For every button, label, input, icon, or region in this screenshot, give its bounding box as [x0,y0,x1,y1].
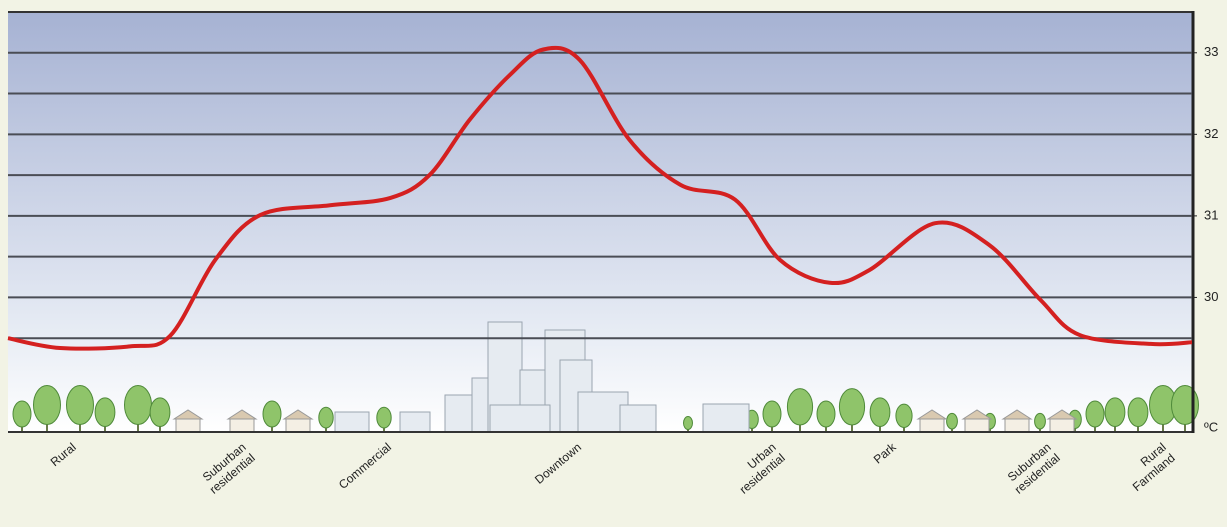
roof [916,409,948,420]
house [1004,417,1030,433]
house [919,417,945,433]
tree [149,397,171,428]
plot-area [8,12,1192,432]
house [229,417,255,433]
tree [762,400,782,428]
building [619,404,657,433]
tree [895,403,913,428]
roof [1001,409,1033,420]
roof [961,409,993,420]
roof [226,409,258,420]
tree [12,400,32,428]
tree [318,406,334,429]
roof [282,409,314,420]
y-tick-label: 32 [1204,126,1218,141]
tree [262,400,282,428]
tree [786,388,814,426]
house [964,417,990,433]
tree [124,385,152,425]
tree [1085,400,1105,428]
y-axis-label: ºC [1204,419,1218,434]
roof [172,409,204,420]
landscape [12,321,1199,433]
y-tick-label: 33 [1204,44,1218,59]
building [334,411,370,433]
building [444,394,476,433]
tree [94,397,116,428]
y-tick-label: 30 [1204,289,1218,304]
building [399,411,431,433]
tree [66,385,94,425]
building [702,403,750,433]
tree [376,406,392,429]
tree [1034,412,1046,430]
building [489,404,551,433]
tree [33,385,61,425]
tree [1127,397,1149,428]
tree [683,416,693,430]
house [1049,417,1075,433]
house [175,417,201,433]
tree [946,412,958,430]
house [285,417,311,433]
temperature-line [7,45,1193,351]
tree [838,388,866,426]
roof [1046,409,1078,420]
tree [869,397,891,428]
y-tick-label: 31 [1204,207,1218,222]
tree [1104,397,1126,428]
tree [816,400,836,428]
